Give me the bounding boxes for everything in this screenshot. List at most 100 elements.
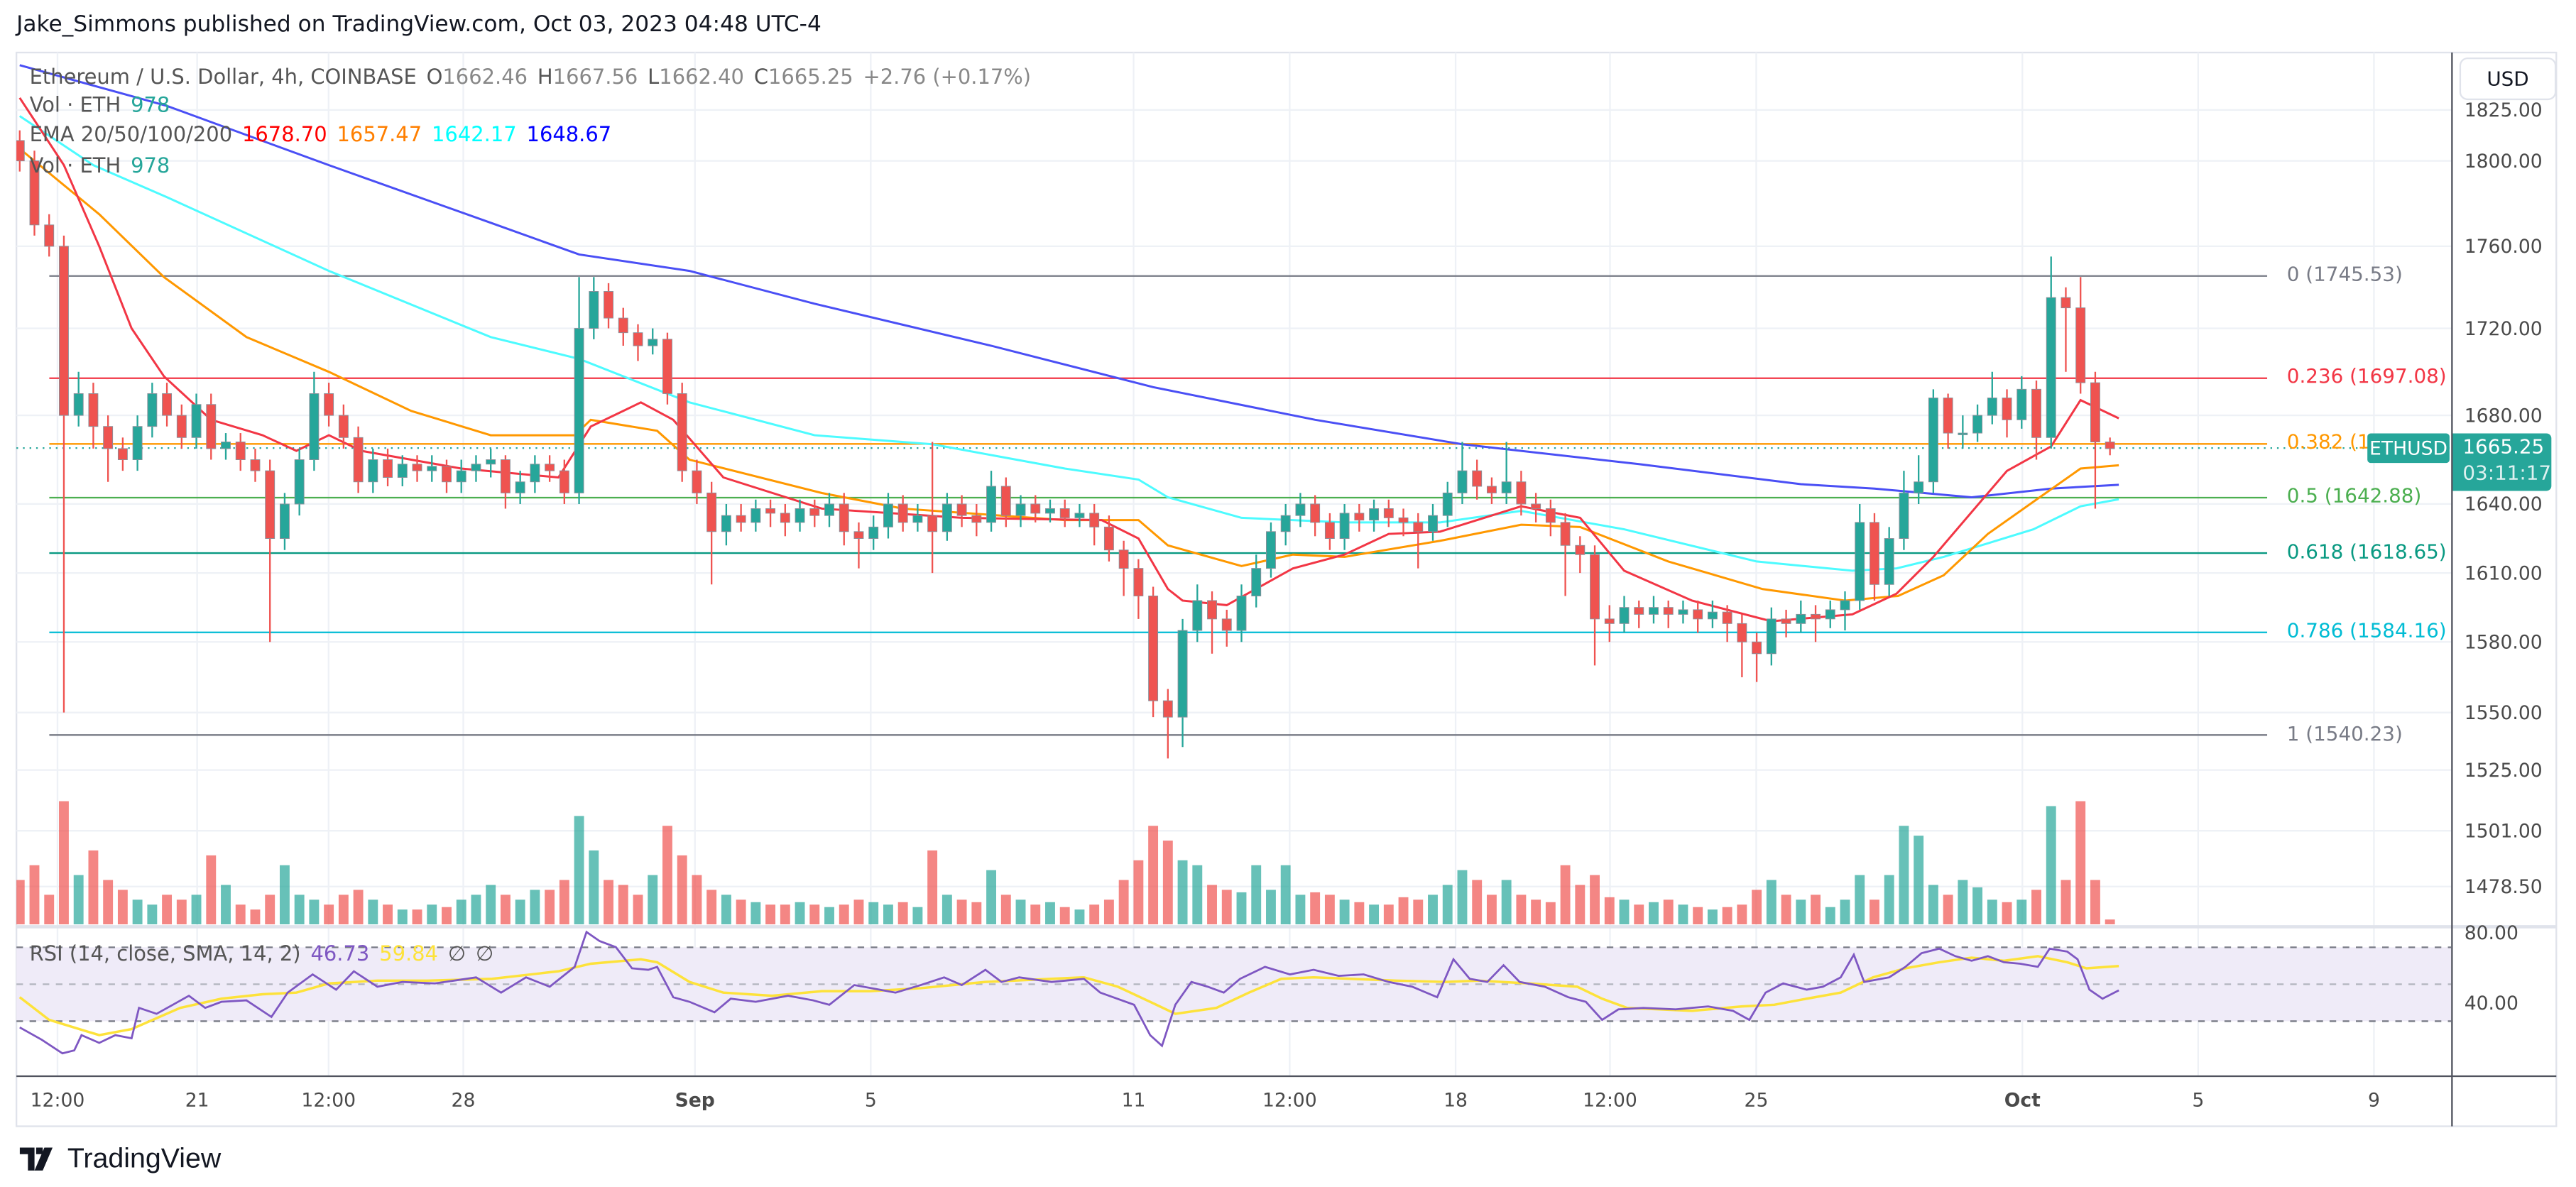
candle-body [412, 464, 422, 471]
candle-body [1457, 470, 1468, 493]
candle [412, 455, 422, 482]
candle-body [1310, 503, 1321, 523]
volume-bar [1192, 865, 1203, 924]
volume-bar [677, 855, 687, 924]
candle [1987, 371, 1997, 425]
candle-body [1752, 641, 1762, 655]
candle [1914, 455, 1924, 504]
candle-body [692, 470, 702, 493]
volume-bar [1928, 885, 1938, 924]
candle-body [1103, 526, 1114, 551]
rsi-legend[interactable]: RSI (14, close, SMA, 14, 2) 46.73 59.84 ∅ ∅ [30, 941, 503, 966]
volume-legend[interactable]: Vol · ETH 978 [30, 92, 180, 117]
candle-body [1943, 398, 1953, 434]
volume-bar [648, 875, 658, 924]
volume-bar [44, 895, 55, 924]
price-tick-label: 1720.00 [2464, 317, 2543, 340]
volume-bar [1133, 860, 1144, 924]
rsi-sma-line [18, 955, 2119, 1036]
candle-body [662, 339, 672, 394]
candle [1000, 477, 1011, 527]
candle [1162, 689, 1173, 759]
volume-value: 978 [131, 92, 170, 117]
candle [29, 151, 40, 236]
candle-body [1398, 517, 1409, 523]
volume-bar [1752, 890, 1762, 924]
volume-bar [117, 890, 128, 924]
volume-bar [927, 850, 938, 924]
low-label: L [648, 64, 660, 89]
volume-bar [1015, 899, 1026, 924]
candle [1575, 536, 1586, 574]
volume-bar [235, 904, 246, 924]
candle [692, 459, 702, 504]
tradingview-logo[interactable]: TradingView [19, 1143, 222, 1176]
candle [574, 277, 584, 504]
volume-bar [839, 904, 849, 924]
volume-bar [1840, 899, 1850, 924]
volume-bar [2105, 919, 2115, 924]
candle-body [1118, 549, 1129, 569]
price-tick-label: 1760.00 [2464, 234, 2543, 258]
volume-bar [751, 902, 761, 924]
volume-bar [824, 907, 834, 924]
volume-value: 978 [131, 153, 170, 177]
candle [2075, 277, 2086, 394]
volume-bar [971, 902, 982, 924]
time-tick-label: 28 [451, 1088, 476, 1112]
candle [383, 448, 393, 486]
ema-label: EMA 20/50/100/200 [29, 121, 233, 146]
fib-retracement[interactable] [16, 275, 2452, 736]
candle-body [1133, 568, 1144, 596]
volume-bar [1398, 897, 1409, 924]
candle-body [1486, 486, 1497, 493]
low-value: 1662.40 [659, 64, 744, 89]
currency-button[interactable]: USD [2459, 57, 2557, 101]
candle [927, 442, 938, 574]
volume-bar [1442, 885, 1453, 924]
ema200-line [19, 64, 2119, 498]
volume-legend-2[interactable]: Vol · ETH 978 [30, 153, 180, 177]
candle-body [677, 393, 687, 471]
candle [1118, 540, 1129, 596]
candle-body [1811, 613, 1821, 620]
volume-bar [368, 899, 378, 924]
volume-bar [1413, 899, 1424, 924]
candle-body [839, 503, 849, 532]
candle-body [706, 492, 717, 532]
candle-body [751, 508, 761, 523]
time-tick-label: 12:00 [301, 1088, 356, 1112]
candle [1295, 493, 1306, 527]
volume-bar [1899, 826, 1909, 924]
candle-body [1000, 486, 1011, 516]
candle [1545, 499, 1556, 537]
last-price-tag: 1665.25 03:11:17 [2452, 433, 2552, 491]
volume-bar [1825, 907, 1835, 924]
candle [824, 493, 834, 527]
volume-bar [1958, 880, 1968, 924]
candle [765, 499, 776, 527]
candle-body [73, 393, 84, 416]
candle-body [1693, 609, 1703, 620]
candle-body [1796, 613, 1806, 624]
volume-bar [853, 899, 864, 924]
candle [471, 455, 481, 482]
candle-body [618, 317, 628, 334]
candle [633, 324, 643, 361]
volume-bar [809, 904, 820, 924]
price-tick-label: 1680.00 [2464, 403, 2543, 427]
candle [1943, 393, 1953, 449]
time-tick-label: 12:00 [1583, 1088, 1637, 1112]
symbol-name: Ethereum / U.S. Dollar, 4h, COINBASE [29, 64, 417, 89]
candle [1855, 503, 1865, 610]
candle-body [795, 508, 805, 523]
ema-legend[interactable]: EMA 20/50/100/200 1678.70 1657.47 1642.17 16… [30, 121, 621, 146]
symbol-legend[interactable]: Ethereum / U.S. Dollar, 4h, COINBASE O166… [30, 64, 1041, 89]
volume-bar [59, 801, 69, 924]
volume-bar [1295, 895, 1306, 924]
candle-body [956, 503, 967, 516]
candle-body [1634, 607, 1644, 615]
rsi-sma-value: 59.84 [379, 941, 438, 966]
